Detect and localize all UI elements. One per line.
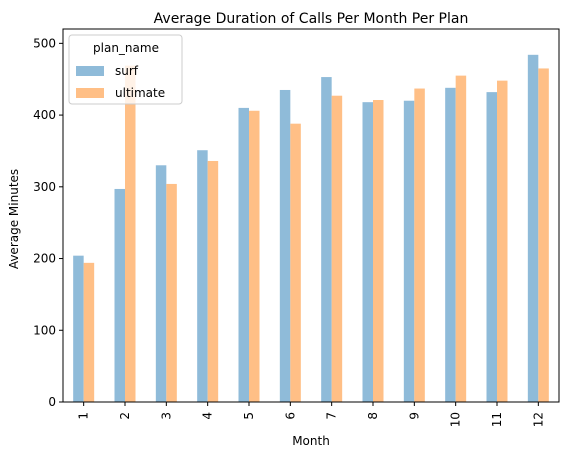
x-tick-label: 10 <box>449 412 463 427</box>
bar-surf-3 <box>155 165 167 402</box>
bar-ultimate-12 <box>538 68 549 402</box>
bar-surf-8 <box>362 102 373 403</box>
chart-title: Average Duration of Calls Per Month Per … <box>154 11 469 27</box>
x-tick-label: 11 <box>490 412 504 427</box>
bar-surf-5 <box>238 107 249 403</box>
y-tick-label: 0 <box>48 395 56 409</box>
bar-surf-6 <box>279 89 291 402</box>
bar-surf-2 <box>114 188 125 402</box>
legend-swatch-ultimate <box>76 88 104 98</box>
x-tick-label: 12 <box>531 412 545 427</box>
x-tick-label: 3 <box>159 412 173 420</box>
x-tick-label: 2 <box>118 412 132 420</box>
bar-ultimate-7 <box>331 95 343 403</box>
bar-ultimate-11 <box>497 80 508 403</box>
bar-ultimate-10 <box>455 75 467 403</box>
bar-surf-1 <box>73 255 84 402</box>
legend: plan_name surf ultimate <box>68 34 183 105</box>
y-tick-label: 100 <box>33 323 56 337</box>
bar-ultimate-9 <box>414 88 425 402</box>
x-axis-label: Month <box>292 434 330 448</box>
bar-surf-9 <box>403 100 415 402</box>
legend-swatch-surf <box>76 66 104 76</box>
y-tick-label: 200 <box>33 252 56 266</box>
bar-surf-10 <box>445 87 456 402</box>
bar-ultimate-3 <box>166 183 177 402</box>
x-tick-label: 8 <box>366 412 380 420</box>
x-tick-label: 9 <box>407 412 421 420</box>
bar-ultimate-1 <box>83 262 95 402</box>
legend-label-ultimate: ultimate <box>115 86 165 100</box>
y-tick-label: 500 <box>33 36 56 50</box>
x-tick-label: 6 <box>283 412 297 420</box>
y-tick-label: 400 <box>33 108 56 122</box>
bar-surf-4 <box>197 150 208 402</box>
legend-box <box>68 34 183 105</box>
legend-label-surf: surf <box>115 64 139 78</box>
bars-layer <box>73 54 549 403</box>
bar-surf-11 <box>486 92 497 403</box>
y-axis-label: Average Minutes <box>7 169 21 269</box>
plot-frame <box>62 28 560 403</box>
x-tick-label: 5 <box>242 412 256 420</box>
y-tick-label: 300 <box>33 180 56 194</box>
x-tick-label: 1 <box>77 412 91 420</box>
bar-ultimate-4 <box>207 160 219 402</box>
legend-title: plan_name <box>93 41 159 55</box>
bar-ultimate-2 <box>125 65 136 402</box>
bar-surf-7 <box>321 77 332 402</box>
bar-surf-12 <box>527 54 539 402</box>
bar-ultimate-8 <box>373 100 384 402</box>
bar-ultimate-6 <box>290 123 301 403</box>
bar-ultimate-5 <box>249 110 260 403</box>
x-tick-label: 7 <box>325 412 339 420</box>
x-tick-label: 4 <box>201 412 215 420</box>
